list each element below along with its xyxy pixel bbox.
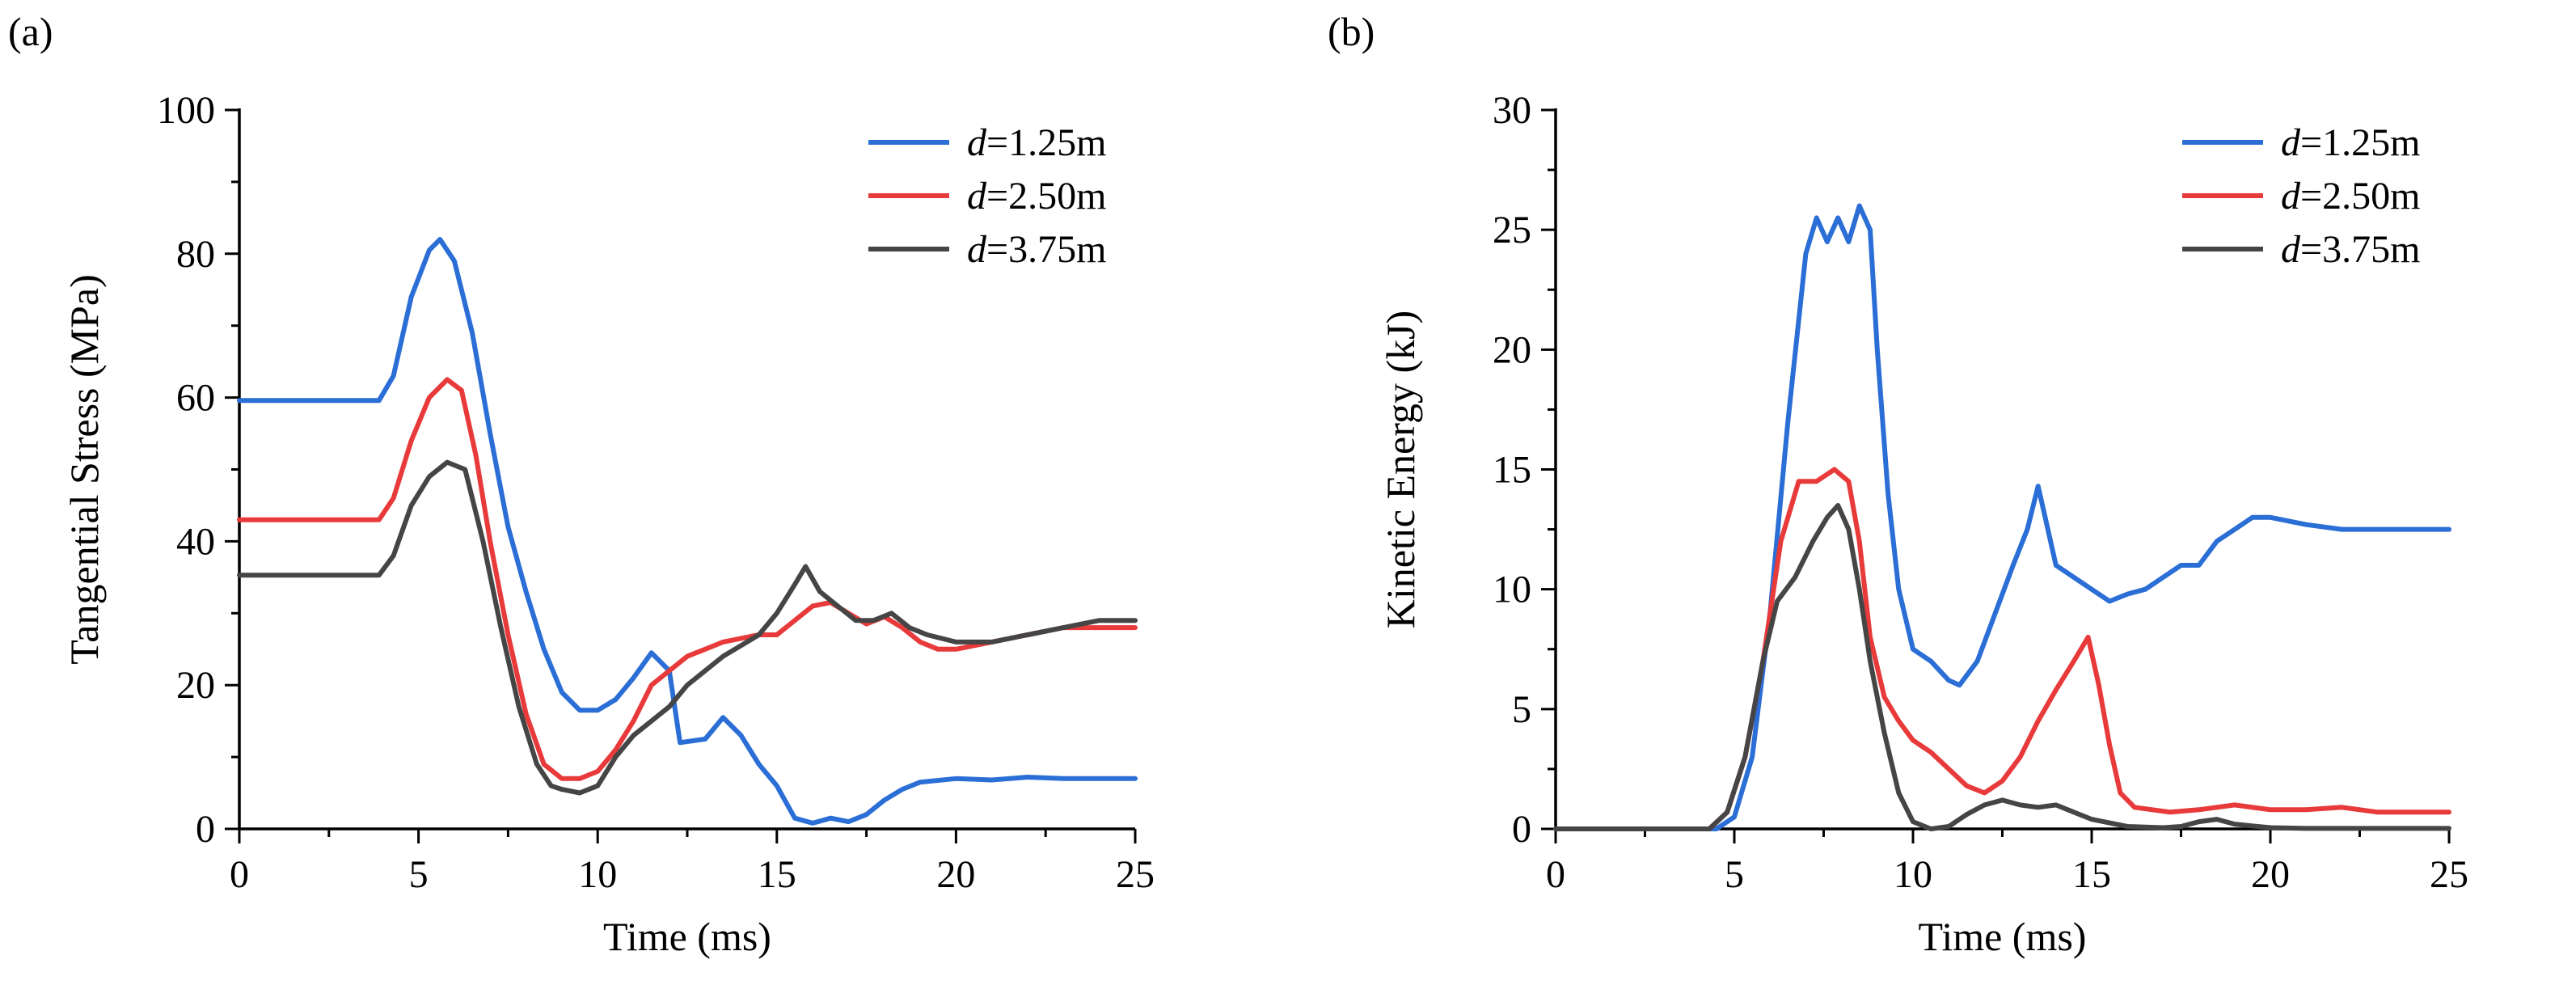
- y-axis-label: Kinetic Energy (kJ): [1378, 311, 1423, 628]
- legend-label-1: d=1.25m: [2281, 121, 2420, 164]
- x-tick-label: 5: [1725, 853, 1744, 896]
- y-axis-label: Tangential Stress (MPa): [61, 274, 107, 665]
- x-tick-label: 15: [2072, 853, 2111, 896]
- series-line-1: [237, 237, 1138, 826]
- y-tick-label: 20: [176, 664, 215, 707]
- kinetic-energy-chart: 0 5 10 15 20 25 0 5 10 15 20 25 30 Time (ms) Kinetic E…: [1378, 89, 2468, 959]
- legend-label-2: d=2.50m: [967, 175, 1106, 218]
- x-tick-label: 20: [2251, 853, 2290, 896]
- y-tick-label: 60: [176, 377, 215, 420]
- series-line-1: [1553, 203, 2451, 831]
- y-tick-label: 20: [1493, 328, 1531, 371]
- x-tick-label: 15: [758, 853, 796, 896]
- x-tick-label: 10: [1894, 853, 1932, 896]
- y-tick-label: 30: [1493, 89, 1531, 132]
- y-tick-label: 80: [176, 233, 215, 276]
- legend-label-3: d=3.75m: [967, 228, 1106, 271]
- legend-label-1: d=1.25m: [967, 121, 1106, 164]
- x-tick-label: 25: [1116, 853, 1155, 896]
- x-tick-label: 5: [409, 853, 429, 896]
- legend-label-3: d=3.75m: [2281, 228, 2420, 271]
- y-tick-label: 25: [1493, 209, 1531, 252]
- x-tick-label: 20: [936, 853, 975, 896]
- y-tick-label: 40: [176, 520, 215, 563]
- x-tick-label: 0: [1546, 853, 1565, 896]
- series-line-2: [1553, 467, 2451, 831]
- x-axis-label: Time (ms): [603, 914, 771, 959]
- x-tick-label: 0: [230, 853, 249, 896]
- y-tick-label: 10: [1493, 569, 1531, 611]
- panel-a-label: (a): [8, 9, 53, 54]
- x-axis-label: Time (ms): [1919, 914, 2087, 959]
- tangential-stress-chart: 0 5 10 15 20 25 0 20 40 60 80 100 Time (ms) Tangentia…: [61, 89, 1155, 959]
- series-line-3: [1553, 503, 2451, 831]
- x-tick-label: 25: [2430, 853, 2468, 896]
- y-tick-label: 100: [157, 89, 215, 132]
- legend-label-2: d=2.50m: [2281, 175, 2420, 218]
- y-tick-label: 0: [1512, 808, 1531, 851]
- y-tick-label: 5: [1512, 688, 1531, 731]
- x-tick-label: 10: [578, 853, 617, 896]
- y-tick-label: 0: [196, 808, 215, 851]
- series-line-2: [237, 377, 1138, 781]
- panel-b-label: (b): [1328, 9, 1375, 54]
- y-tick-label: 15: [1493, 449, 1531, 492]
- series-line-3: [237, 459, 1138, 796]
